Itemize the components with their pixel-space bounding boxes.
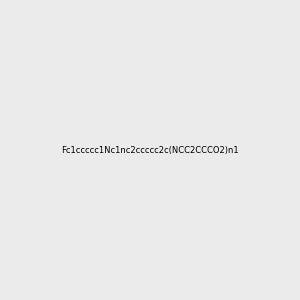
Text: Fc1ccccc1Nc1nc2ccccc2c(NCC2CCCO2)n1: Fc1ccccc1Nc1nc2ccccc2c(NCC2CCCO2)n1 [61, 146, 239, 154]
